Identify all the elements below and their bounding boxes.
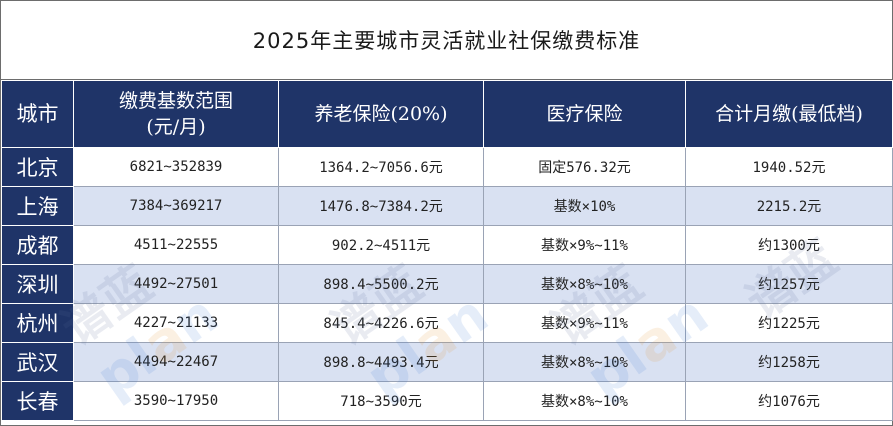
header-city: 城市 [1,80,74,148]
base-range-cell: 3590~17950 [73,381,279,421]
city-cell: 成都 [1,225,74,265]
total-cell: 约1076元 [685,381,893,421]
city-cell: 武汉 [1,342,74,382]
medical-cell: 基数×10% [483,186,686,226]
city-cell: 杭州 [1,303,74,343]
medical-cell: 基数×8%~10% [483,342,686,382]
header-total: 合计月缴(最低档) [685,80,893,148]
table-row: 杭州 4227~21133 845.4~4226.6元 基数×9%~11% 约1… [1,303,893,343]
pension-cell: 1364.2~7056.6元 [278,147,484,187]
medical-cell: 基数×8%~10% [483,264,686,304]
medical-cell: 固定576.32元 [483,147,686,187]
page-title: 2025年主要城市灵活就业社保缴费标准 [1,1,892,80]
total-cell: 约1225元 [685,303,893,343]
total-cell: 2215.2元 [685,186,893,226]
medical-cell: 基数×8%~10% [483,381,686,421]
medical-cell: 基数×9%~11% [483,225,686,265]
table-row: 长春 3590~17950 718~3590元 基数×8%~10% 约1076元 [1,381,893,421]
header-base-range-label: 缴费基数范围 [118,90,233,112]
header-pension: 养老保险(20%) [278,80,484,148]
table-row: 北京 6821~352839 1364.2~7056.6元 固定576.32元 … [1,147,893,187]
total-cell: 约1257元 [685,264,893,304]
header-row: 城市 缴费基数范围 (元/月) 养老保险(20%) 医疗保险 合计月缴(最低档) [1,80,893,148]
table-row: 武汉 4494~22467 898.8~4493.4元 基数×8%~10% 约1… [1,342,893,382]
pension-cell: 845.4~4226.6元 [278,303,484,343]
medical-cell: 基数×9%~11% [483,303,686,343]
pension-cell: 898.8~4493.4元 [278,342,484,382]
base-range-cell: 6821~352839 [73,147,279,187]
base-range-cell: 4492~27501 [73,264,279,304]
city-cell: 长春 [1,381,74,421]
header-medical: 医疗保险 [483,80,686,148]
pension-cell: 1476.8~7384.2元 [278,186,484,226]
header-base-range-unit: (元/月) [146,116,206,138]
city-cell: 上海 [1,186,74,226]
city-cell: 深圳 [1,264,74,304]
base-range-cell: 4494~22467 [73,342,279,382]
social-security-table: 城市 缴费基数范围 (元/月) 养老保险(20%) 医疗保险 合计月缴(最低档)… [1,80,893,421]
base-range-cell: 7384~369217 [73,186,279,226]
header-base-range: 缴费基数范围 (元/月) [73,80,279,148]
total-cell: 约1300元 [685,225,893,265]
table-row: 上海 7384~369217 1476.8~7384.2元 基数×10% 221… [1,186,893,226]
base-range-cell: 4227~21133 [73,303,279,343]
pension-cell: 898.4~5500.2元 [278,264,484,304]
city-cell: 北京 [1,147,74,187]
table-row: 深圳 4492~27501 898.4~5500.2元 基数×8%~10% 约1… [1,264,893,304]
pension-cell: 718~3590元 [278,381,484,421]
total-cell: 1940.52元 [685,147,893,187]
table-row: 成都 4511~22555 902.2~4511元 基数×9%~11% 约130… [1,225,893,265]
pension-cell: 902.2~4511元 [278,225,484,265]
base-range-cell: 4511~22555 [73,225,279,265]
total-cell: 约1258元 [685,342,893,382]
